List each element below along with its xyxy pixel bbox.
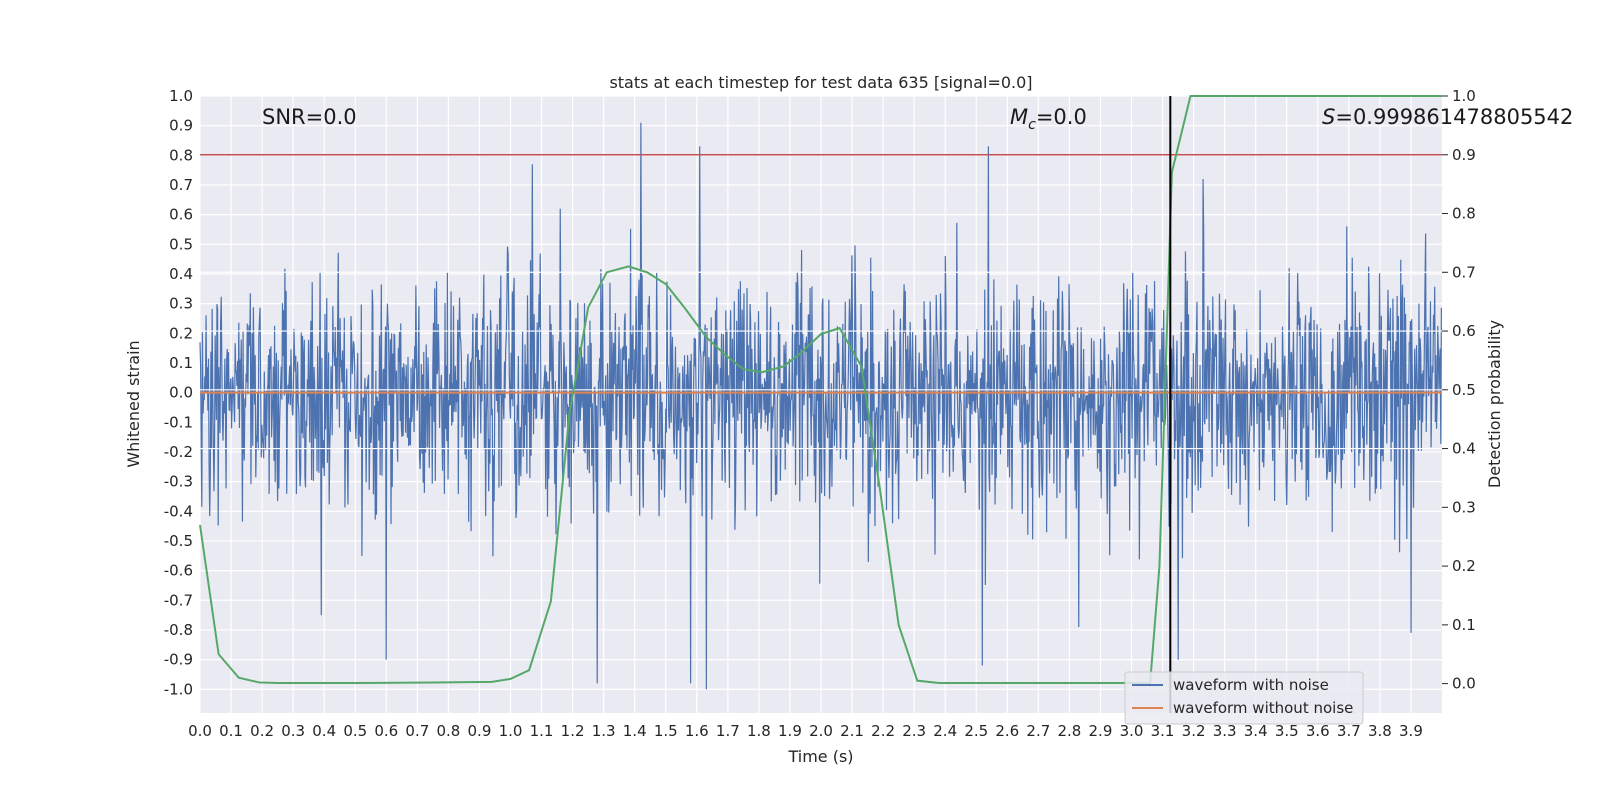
x-tick-label: 3.5 <box>1275 722 1299 740</box>
y-tick-label: 0.9 <box>169 117 193 135</box>
y-tick-label: 0.7 <box>169 176 193 194</box>
x-tick-label: 3.8 <box>1368 722 1392 740</box>
x-tick-label: 2.8 <box>1057 722 1081 740</box>
x-tick-label: 1.0 <box>499 722 523 740</box>
y-tick-label: -0.2 <box>164 443 193 461</box>
y-tick-label: 0.8 <box>169 146 193 164</box>
y-tick-label: 1.0 <box>169 87 193 105</box>
x-tick-label: 0.8 <box>436 722 460 740</box>
x-tick-label: 1.2 <box>561 722 585 740</box>
mc-subscript: c <box>1028 117 1036 133</box>
x-tick-label: 1.7 <box>716 722 740 740</box>
x-tick-label: 2.0 <box>809 722 833 740</box>
y2-tick-label: 0.4 <box>1452 440 1476 458</box>
y2-tick-label: 0.3 <box>1452 498 1476 516</box>
x-tick-label: 1.3 <box>592 722 616 740</box>
x-tick-label: 0.7 <box>405 722 429 740</box>
y-tick-label: -0.1 <box>164 413 193 431</box>
y-tick-label: -1.0 <box>164 680 193 698</box>
x-tick-label: 3.6 <box>1306 722 1330 740</box>
y2-tick-label: 0.7 <box>1452 263 1476 281</box>
x-tick-label: 3.4 <box>1244 722 1268 740</box>
s-value: =0.999861478805542 <box>1335 105 1573 129</box>
mc-annotation: Mc=0.0 <box>1010 105 1087 133</box>
x-tick-label: 3.7 <box>1337 722 1361 740</box>
x-tick-label: 3.9 <box>1399 722 1423 740</box>
y2-tick-label: 0.9 <box>1452 146 1476 164</box>
x-tick-label: 2.2 <box>871 722 895 740</box>
chart-title: stats at each timestep for test data 635… <box>609 73 1032 92</box>
x-tick-label: 2.3 <box>902 722 926 740</box>
x-tick-label: 2.1 <box>840 722 864 740</box>
y2-axis-label: Detection probability <box>1485 320 1504 488</box>
x-tick-label: 3.2 <box>1182 722 1206 740</box>
y-tick-label: 0.2 <box>169 324 193 342</box>
x-tick-label: 0.4 <box>312 722 336 740</box>
data-layer <box>199 95 1442 713</box>
y-tick-label: 0.0 <box>169 384 193 402</box>
y2-tick-label: 1.0 <box>1452 87 1476 105</box>
mc-value: =0.0 <box>1036 105 1087 129</box>
y2-tick-label: 0.0 <box>1452 675 1476 693</box>
y-tick-label: -0.6 <box>164 562 193 580</box>
legend: waveform with noise waveform without noi… <box>1124 671 1364 725</box>
y-tick-label: 0.3 <box>169 295 193 313</box>
y2-tick-label: 0.2 <box>1452 557 1476 575</box>
x-tick-label: 3.0 <box>1120 722 1144 740</box>
x-tick-label: 0.9 <box>468 722 492 740</box>
ticks-layer: 1.0 0.9 0.8 0.7 0.6 0.5 0.4 0.3 0.2 0.1 0.0 -0.1 -0.… <box>164 87 1476 740</box>
x-tick-label: 1.9 <box>778 722 802 740</box>
x-tick-label: 2.7 <box>1026 722 1050 740</box>
x-tick-label: 1.5 <box>654 722 678 740</box>
y2-tick-label: 0.6 <box>1452 322 1476 340</box>
y-tick-label: 0.5 <box>169 235 193 253</box>
y2-tick-label: 0.1 <box>1452 616 1476 634</box>
x-tick-label: 2.9 <box>1089 722 1113 740</box>
x-tick-label: 0.1 <box>219 722 243 740</box>
x-tick-label: 1.1 <box>530 722 554 740</box>
y-tick-label: -0.3 <box>164 473 193 491</box>
x-tick-label: 0.5 <box>343 722 367 740</box>
y-tick-label: -0.4 <box>164 502 193 520</box>
y-tick-label: -0.9 <box>164 651 193 669</box>
y-tick-label: -0.7 <box>164 591 193 609</box>
y2-tick-label: 0.5 <box>1452 381 1476 399</box>
x-tick-label: 0.3 <box>281 722 305 740</box>
s-annotation: S=0.999861478805542 <box>1322 105 1573 129</box>
x-tick-label: 0.6 <box>374 722 398 740</box>
y-tick-label: 0.6 <box>169 206 193 224</box>
legend-box <box>1124 671 1364 725</box>
x-tick-label: 1.6 <box>685 722 709 740</box>
x-tick-label: 1.8 <box>747 722 771 740</box>
series-waveform-with-noise <box>199 122 1442 690</box>
x-tick-label: 3.3 <box>1213 722 1237 740</box>
series-detection-probability <box>199 95 1442 685</box>
x-tick-label: 2.4 <box>933 722 957 740</box>
x-tick-label: 2.5 <box>964 722 988 740</box>
snr-annotation: SNR=0.0 <box>262 105 357 129</box>
y2-tick-label: 0.8 <box>1452 205 1476 223</box>
y-tick-label: 0.4 <box>169 265 193 283</box>
x-axis-label: Time (s) <box>787 747 853 766</box>
x-tick-label: 2.6 <box>995 722 1019 740</box>
y-axis-label: Whitened strain <box>124 340 143 467</box>
s-symbol: S <box>1322 105 1335 129</box>
legend-label-noise: waveform with noise <box>1173 676 1329 694</box>
x-tick-label: 3.1 <box>1151 722 1175 740</box>
legend-label-clean: waveform without noise <box>1173 699 1353 717</box>
y-tick-label: 0.1 <box>169 354 193 372</box>
mc-symbol: M <box>1010 105 1028 129</box>
x-tick-label: 1.4 <box>623 722 647 740</box>
x-tick-label: 0.0 <box>188 722 212 740</box>
y-tick-label: -0.8 <box>164 621 193 639</box>
x-tick-label: 0.2 <box>250 722 274 740</box>
y-tick-label: -0.5 <box>164 532 193 550</box>
